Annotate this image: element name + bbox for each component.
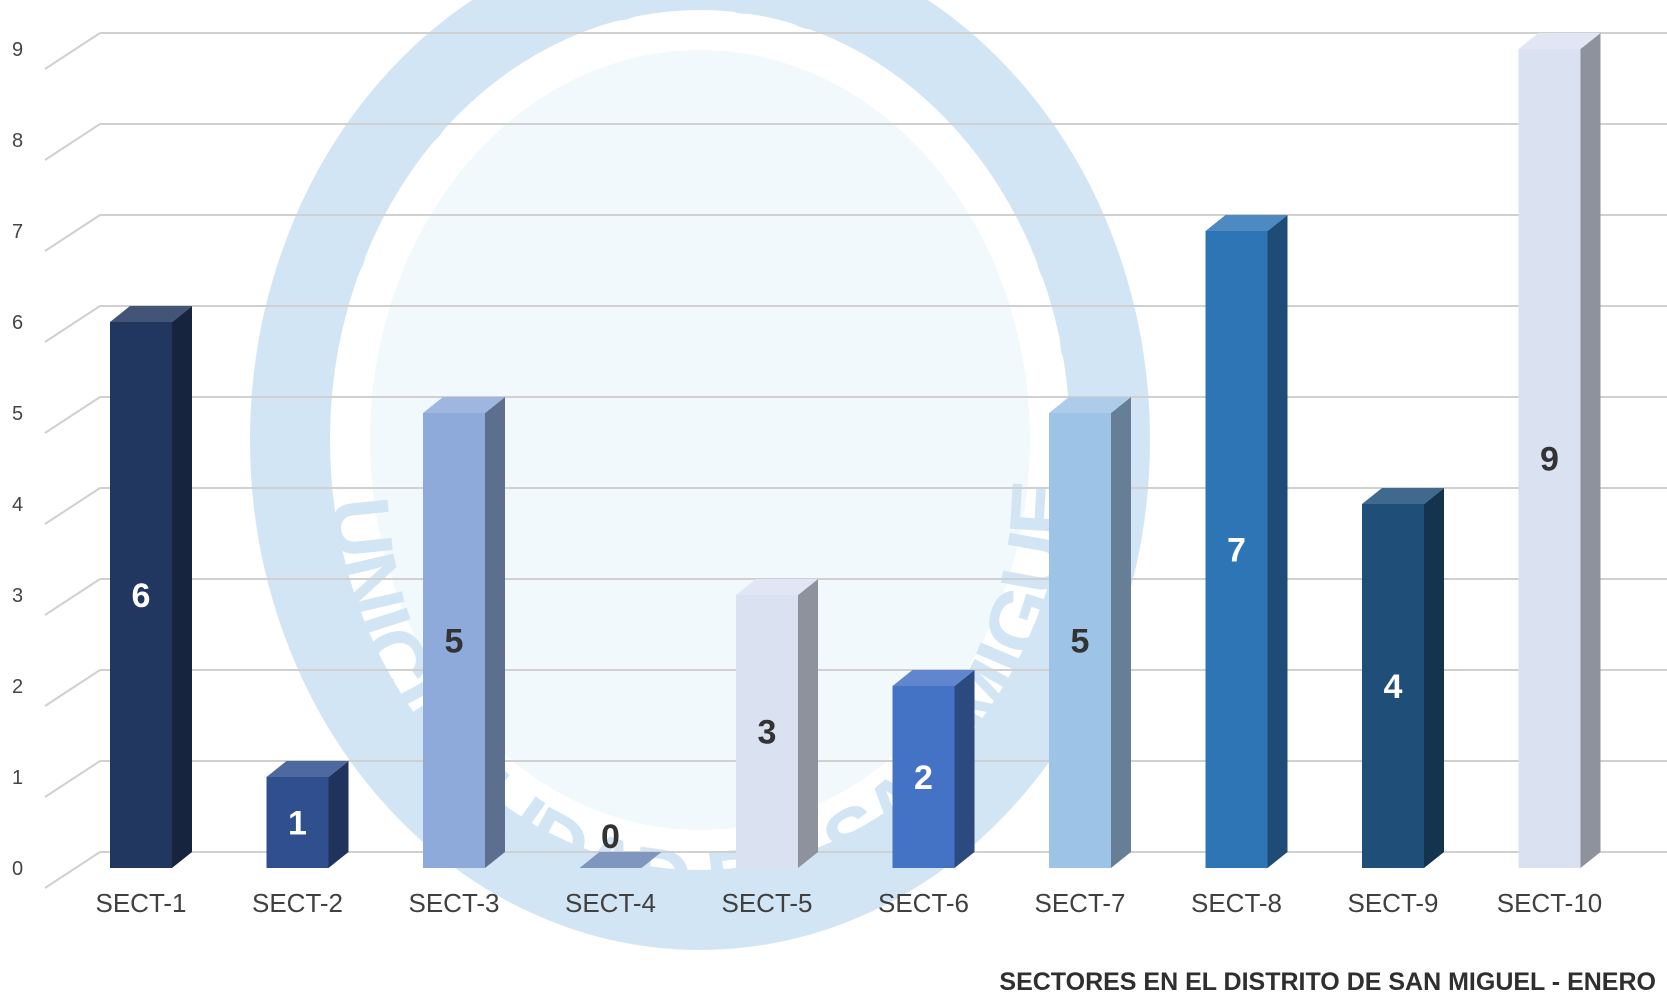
y-tick-label: 1 xyxy=(12,767,23,789)
bar-side xyxy=(1424,488,1444,868)
value-label: 4 xyxy=(1384,668,1403,706)
value-label: 3 xyxy=(758,714,777,752)
y-tick-label: 2 xyxy=(12,676,23,698)
bar-front xyxy=(1205,231,1268,868)
x-axis-labels: SECT-1 SECT-2 SECT-3 SECT-4 SECT-5 SECT-6 SECT… xyxy=(95,888,1602,918)
y-tick-label: 9 xyxy=(12,39,23,61)
bar-sect-2: 1 xyxy=(266,761,349,868)
value-label: 5 xyxy=(1071,623,1090,661)
x-axis-title: SECTORES EN EL DISTRITO DE SAN MIGUEL - … xyxy=(999,968,1656,995)
bar-top xyxy=(892,670,975,686)
bar-sect-1: 6 xyxy=(110,306,192,868)
bar-top xyxy=(1205,215,1288,231)
y-tick-label: 8 xyxy=(12,130,23,152)
bar-top xyxy=(1518,33,1601,49)
x-tick-label: SECT-10 xyxy=(1497,888,1603,918)
value-label: 7 xyxy=(1227,532,1246,570)
y-tick-label: 3 xyxy=(12,585,23,607)
bar-side xyxy=(1267,215,1288,868)
bar-sect-10: 9 xyxy=(1518,33,1601,868)
x-tick-label: SECT-2 xyxy=(252,888,343,918)
bar-top xyxy=(1362,488,1444,504)
bar-sect-6: 2 xyxy=(892,670,975,868)
bar-front xyxy=(266,777,329,868)
bar-front xyxy=(1518,49,1581,868)
y-axis-ticks: 0 1 2 3 4 5 6 7 8 9 xyxy=(12,39,23,880)
y-tick-label: 6 xyxy=(12,312,23,334)
x-tick-label: SECT-4 xyxy=(565,888,656,918)
value-label: 5 xyxy=(445,623,464,661)
value-label: 6 xyxy=(132,577,151,615)
bar-side xyxy=(485,397,505,868)
y-tick-label: 5 xyxy=(12,403,23,425)
bar-front xyxy=(736,595,798,868)
x-tick-label: SECT-8 xyxy=(1191,888,1282,918)
bar-front xyxy=(1362,504,1424,868)
bar-side xyxy=(172,306,192,868)
x-tick-label: SECT-3 xyxy=(408,888,499,918)
bar-sect-9: 4 xyxy=(1362,488,1444,868)
bar-sect-8: 7 xyxy=(1205,215,1288,868)
gridline-diagonal xyxy=(44,305,101,343)
bar-sect-4: 0 xyxy=(579,818,662,868)
bar-top xyxy=(266,761,349,777)
y-tick-label: 4 xyxy=(12,494,23,516)
bar-top xyxy=(110,306,192,322)
value-label: 1 xyxy=(288,805,307,843)
bar-front xyxy=(423,413,485,868)
gridline-diagonal xyxy=(44,760,101,798)
value-label: 0 xyxy=(601,818,620,856)
gridline-diagonal xyxy=(44,32,101,70)
bar-side xyxy=(798,579,818,868)
gridline-diagonal xyxy=(44,669,101,707)
y-tick-label: 0 xyxy=(12,858,23,880)
bar-side xyxy=(954,670,975,868)
gridline-diagonal xyxy=(44,487,101,525)
bar-sect-5: 3 xyxy=(736,579,818,868)
gridline-diagonal xyxy=(44,851,101,889)
bar-side xyxy=(1580,33,1601,868)
bar-side xyxy=(328,761,349,868)
value-label: 9 xyxy=(1540,441,1559,479)
gridline-diagonal xyxy=(44,578,101,616)
bar-sect-7: 5 xyxy=(1049,397,1131,868)
bar-top xyxy=(736,579,818,595)
bar-top xyxy=(1049,397,1131,413)
gridline-diagonal xyxy=(44,214,101,252)
bar-sect-3: 5 xyxy=(423,397,505,868)
x-tick-label: SECT-7 xyxy=(1034,888,1125,918)
y-tick-label: 7 xyxy=(12,221,23,243)
bars: 6 1 5 0 3 2 5 7 4 9 xyxy=(110,33,1601,868)
bar-top xyxy=(579,852,662,868)
bar-front xyxy=(110,322,172,868)
bar-front xyxy=(892,686,955,868)
gridline-diagonal xyxy=(44,396,101,434)
x-tick-label: SECT-6 xyxy=(878,888,969,918)
x-tick-label: SECT-9 xyxy=(1347,888,1438,918)
bar-front xyxy=(1049,413,1111,868)
x-tick-label: SECT-5 xyxy=(721,888,812,918)
gridline-diagonal xyxy=(44,123,101,161)
bar-side xyxy=(1111,397,1131,868)
value-label: 2 xyxy=(914,759,933,797)
bar-top xyxy=(423,397,505,413)
x-tick-label: SECT-1 xyxy=(95,888,186,918)
